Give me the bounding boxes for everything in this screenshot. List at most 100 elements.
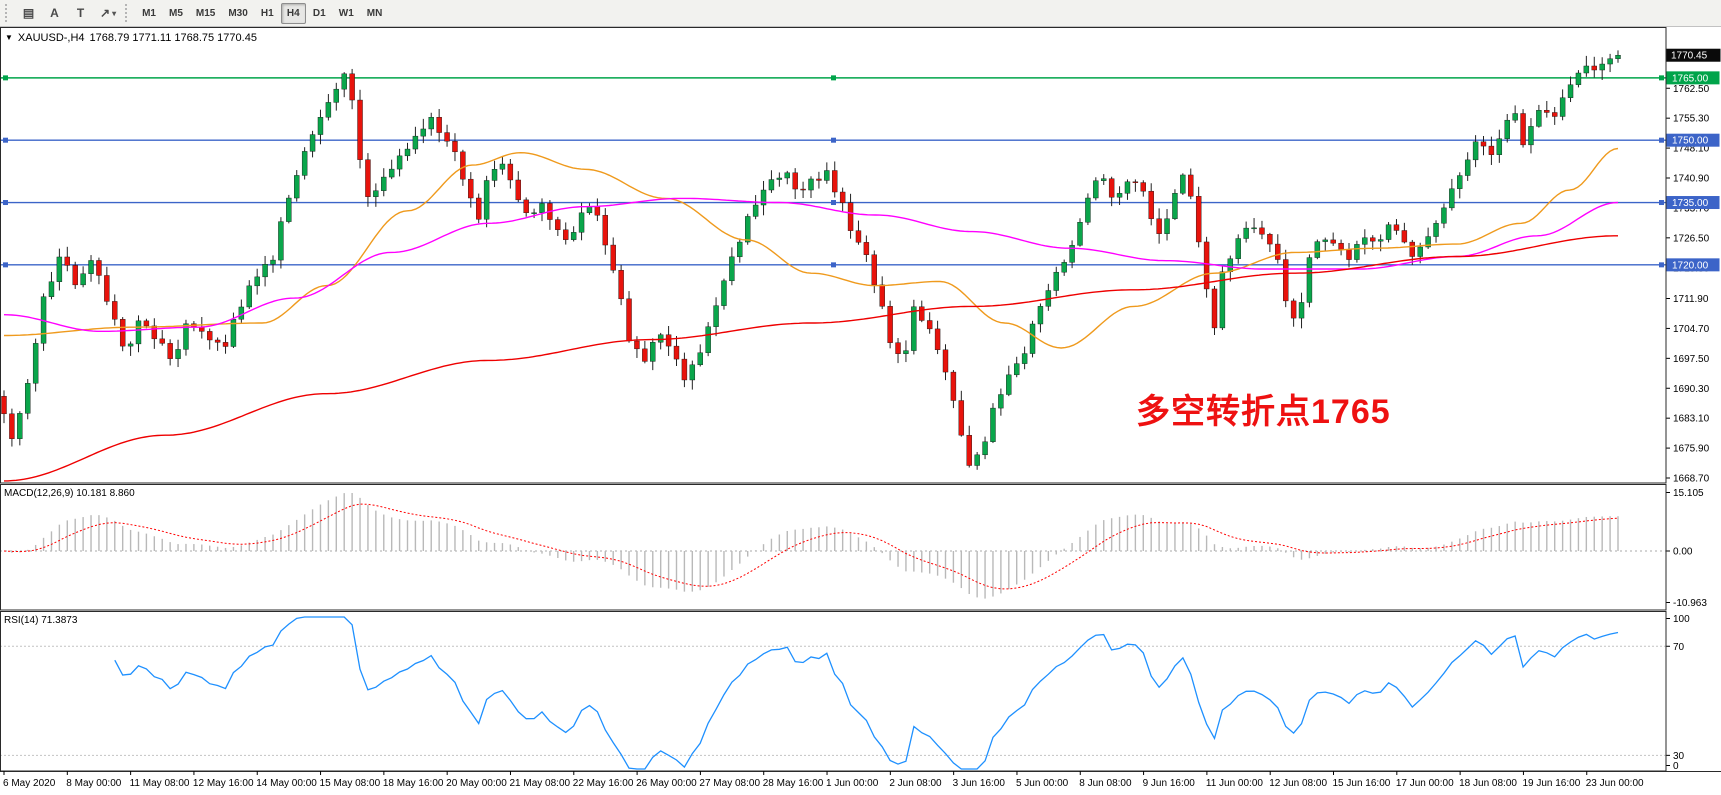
text-label-tool-icon[interactable]: A: [42, 3, 67, 24]
macd-current-values: 10.181 8.860: [76, 488, 135, 499]
panel-frame: [0, 484, 1667, 611]
toolbar-drag-handle[interactable]: [5, 4, 11, 22]
chart-title-bar: ▼ XAUUSD-,H4 1768.79 1771.11 1768.75 177…: [5, 32, 257, 44]
hline-selection-handle[interactable]: [1659, 137, 1664, 143]
chart-window-icon: ▤: [22, 6, 35, 20]
hline-selection-handle[interactable]: [831, 200, 836, 206]
chart-area: 1762.501755.301748.101740.901733.701726.…: [0, 27, 1721, 795]
current-price-box: [1666, 48, 1721, 62]
svg-text:1726.50: 1726.50: [1673, 233, 1710, 244]
one-click-trading-arrow[interactable]: ▼: [5, 33, 13, 42]
text-label-tool-icon: A: [50, 6, 59, 20]
timeframe-m15-button[interactable]: M15: [190, 3, 221, 24]
svg-text:15.105: 15.105: [1673, 488, 1704, 499]
svg-text:20 May 00:00: 20 May 00:00: [446, 778, 507, 789]
price-axis-labels: 1762.501755.301748.101740.901733.701726.…: [1666, 48, 1721, 485]
svg-text:1690.30: 1690.30: [1673, 384, 1710, 395]
svg-text:1765.00: 1765.00: [1672, 73, 1709, 84]
svg-text:1 Jun 00:00: 1 Jun 00:00: [826, 778, 879, 789]
svg-text:1675.90: 1675.90: [1673, 444, 1710, 455]
drawing-tools-group: ▤ A T ↗ ▾: [16, 3, 122, 24]
svg-text:14 May 00:00: 14 May 00:00: [256, 778, 317, 789]
chart-canvas[interactable]: 1762.501755.301748.101740.901733.701726.…: [0, 27, 1721, 795]
svg-text:1704.70: 1704.70: [1673, 324, 1710, 335]
rsi-plot[interactable]: [0, 612, 1666, 771]
main-chart-plot[interactable]: [0, 28, 1666, 483]
hline-price-box: [1666, 196, 1720, 210]
text-tool-icon: T: [76, 6, 85, 20]
dropdown-caret-icon: ▾: [112, 8, 117, 18]
svg-text:0.00: 0.00: [1673, 547, 1693, 558]
timeframe-group: M1 M5 M15 M30 H1 H4 D1 W1 MN: [136, 2, 389, 24]
svg-text:18 Jun 08:00: 18 Jun 08:00: [1459, 778, 1517, 789]
hline-selection-handle[interactable]: [3, 75, 8, 81]
text-tool-icon[interactable]: T: [68, 3, 93, 24]
toolbar-drag-handle[interactable]: [125, 4, 131, 22]
svg-text:11 Jun 00:00: 11 Jun 00:00: [1206, 778, 1264, 789]
svg-text:26 May 00:00: 26 May 00:00: [636, 778, 697, 789]
timeframe-m1-button[interactable]: M1: [136, 3, 162, 24]
hline-selection-handle[interactable]: [1659, 75, 1664, 81]
svg-text:5 Jun 00:00: 5 Jun 00:00: [1016, 778, 1069, 789]
svg-text:1762.50: 1762.50: [1673, 84, 1710, 95]
svg-text:8 Jun 08:00: 8 Jun 08:00: [1079, 778, 1132, 789]
arrow-tool-icon: ↗: [100, 6, 111, 20]
svg-text:22 May 16:00: 22 May 16:00: [573, 778, 634, 789]
svg-text:6 May 2020: 6 May 2020: [3, 778, 56, 789]
rsi-current-value: 71.3873: [41, 615, 78, 626]
panel-divider[interactable]: [0, 610, 1721, 614]
svg-text:28 May 16:00: 28 May 16:00: [763, 778, 824, 789]
svg-text:21 May 08:00: 21 May 08:00: [509, 778, 570, 789]
svg-text:15 May 08:00: 15 May 08:00: [320, 778, 381, 789]
ma-line-fast-orange: [4, 147, 1619, 349]
symbol-timeframe-label: XAUUSD-,H4: [17, 32, 85, 44]
svg-text:27 May 08:00: 27 May 08:00: [699, 778, 760, 789]
ohlc-values: 1768.79 1771.11 1768.75 1770.45: [89, 32, 257, 44]
svg-text:1755.30: 1755.30: [1673, 114, 1710, 125]
arrow-tool-icon[interactable]: ↗ ▾: [94, 3, 122, 24]
svg-text:12 May 16:00: 12 May 16:00: [193, 778, 254, 789]
timeframe-w1-button[interactable]: W1: [333, 3, 360, 24]
chart-text-annotation: 多空转折点1765: [1136, 393, 1391, 431]
panel-divider[interactable]: [0, 483, 1721, 487]
hline-selection-handle[interactable]: [3, 262, 8, 268]
svg-text:18 May 16:00: 18 May 16:00: [383, 778, 444, 789]
svg-text:0: 0: [1673, 761, 1679, 772]
time-axis-labels: 6 May 2020 8 May 00:00 11 May 08:00 12 May …: [3, 771, 1644, 789]
svg-text:15 Jun 16:00: 15 Jun 16:00: [1333, 778, 1391, 789]
svg-text:11 May 08:00: 11 May 08:00: [130, 778, 190, 789]
svg-text:17 Jun 00:00: 17 Jun 00:00: [1396, 778, 1454, 789]
chart-window-icon[interactable]: ▤: [16, 3, 41, 24]
svg-text:1697.50: 1697.50: [1673, 354, 1710, 365]
svg-text:9 Jun 16:00: 9 Jun 16:00: [1143, 778, 1196, 789]
svg-text:100: 100: [1673, 614, 1690, 625]
svg-text:19 Jun 16:00: 19 Jun 16:00: [1522, 778, 1580, 789]
svg-text:70: 70: [1673, 642, 1685, 653]
time-scale[interactable]: [0, 771, 1721, 795]
hline-selection-handle[interactable]: [3, 200, 8, 206]
price-scale[interactable]: [1666, 27, 1721, 771]
hline-selection-handle[interactable]: [831, 137, 836, 143]
hline-selection-handle[interactable]: [1659, 262, 1664, 268]
timeframe-m30-button[interactable]: M30: [222, 3, 253, 24]
svg-text:8 May 00:00: 8 May 00:00: [66, 778, 121, 789]
timeframe-d1-button[interactable]: D1: [307, 3, 332, 24]
timeframe-h4-button[interactable]: H4: [280, 2, 306, 24]
svg-text:12 Jun 08:00: 12 Jun 08:00: [1269, 778, 1327, 789]
svg-text:23 Jun 00:00: 23 Jun 00:00: [1586, 778, 1644, 789]
hline-selection-handle[interactable]: [3, 137, 8, 143]
macd-name: MACD(12,26,9): [4, 488, 74, 499]
timeframe-mn-button[interactable]: MN: [361, 3, 389, 24]
top-toolbar: ▤ A T ↗ ▾ M1 M5 M15 M30 H1 H4 D1 W1 MN: [0, 0, 1721, 27]
hline-selection-handle[interactable]: [1659, 200, 1664, 206]
hline-selection-handle[interactable]: [831, 262, 836, 268]
hline-selection-handle[interactable]: [831, 75, 836, 81]
svg-text:1720.00: 1720.00: [1672, 260, 1709, 271]
rsi-indicator-label: RSI(14) 71.3873: [4, 615, 77, 626]
macd-histogram: [11, 493, 1619, 599]
timeframe-m5-button[interactable]: M5: [163, 3, 189, 24]
svg-text:-10.963: -10.963: [1673, 598, 1707, 609]
hline-price-box: [1666, 133, 1720, 147]
timeframe-h1-button[interactable]: H1: [255, 3, 280, 24]
ma-line-slow-red: [4, 235, 1618, 482]
